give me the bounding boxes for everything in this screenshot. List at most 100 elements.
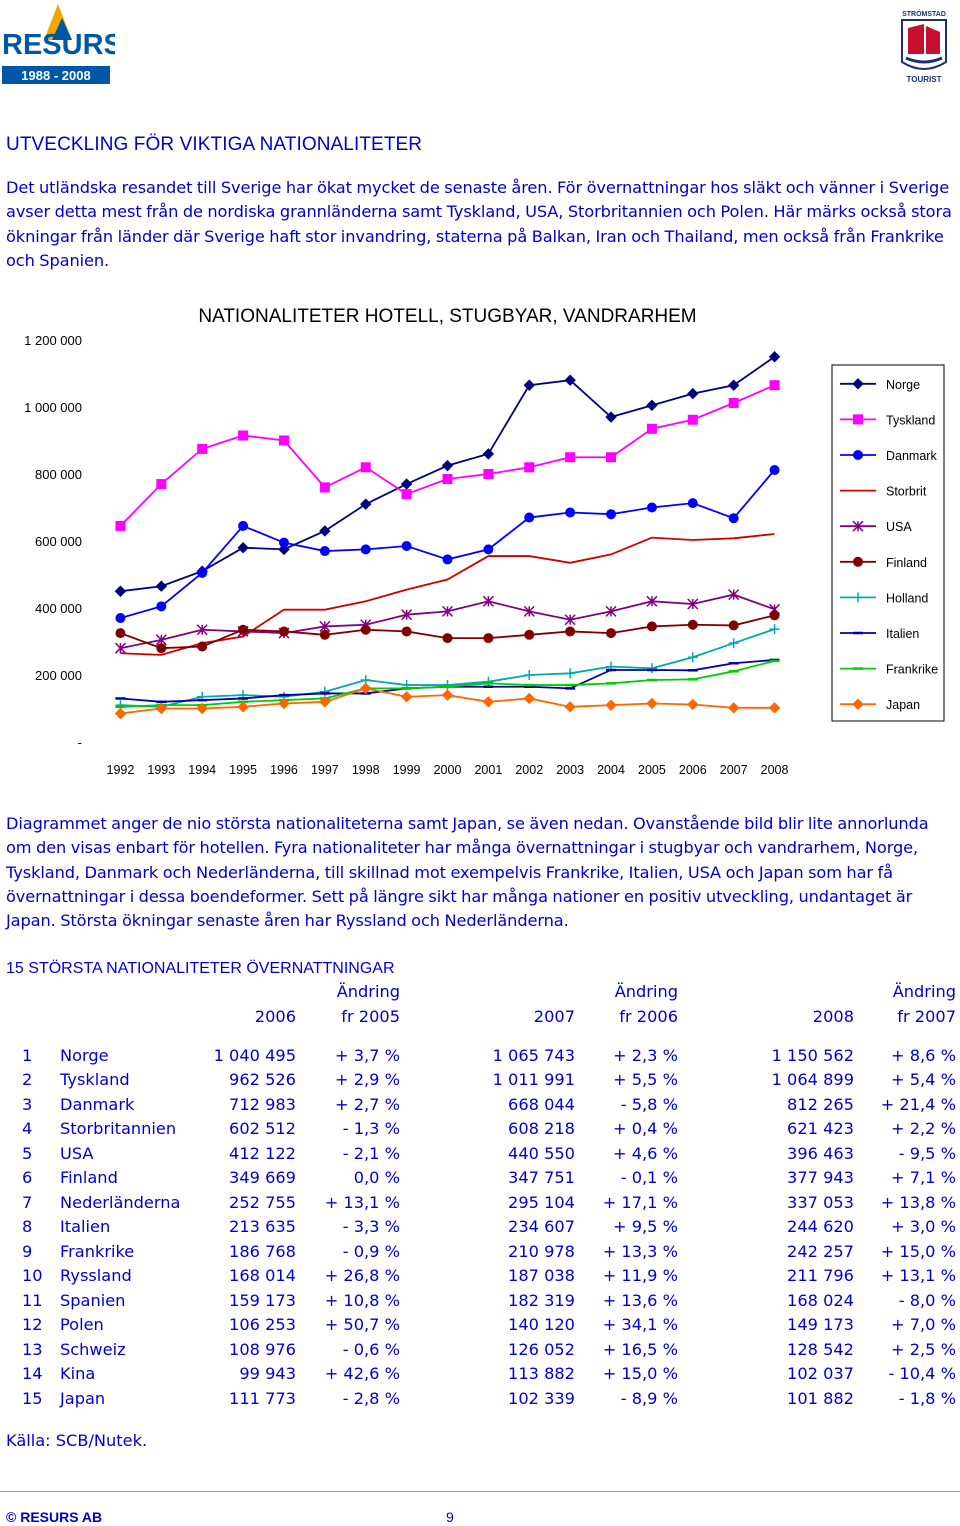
logo-word: RESURS (2, 29, 115, 61)
cell-value-2007: 234 607 (508, 1217, 575, 1236)
data-point (524, 670, 535, 680)
data-point (196, 702, 208, 715)
data-point (687, 387, 699, 400)
cell-value-2007: 608 218 (508, 1119, 575, 1138)
data-point (441, 605, 454, 617)
data-point (646, 697, 658, 710)
data-point (319, 482, 330, 493)
cell-rank: 12 (22, 1315, 43, 1334)
cell-change-2006: + 42,6 % (324, 1364, 400, 1383)
cell-change-2007: - 5,8 % (620, 1094, 678, 1114)
x-tick-label: 2000 (434, 763, 462, 777)
data-point (728, 589, 740, 601)
cell-change-2008: - 8,0 % (898, 1290, 956, 1310)
cell-change-2007: + 34,1 % (602, 1315, 678, 1334)
header-change-1: Ändring (336, 982, 400, 1001)
x-tick-label: 1999 (393, 763, 421, 777)
cell-value-2008: 101 882 (787, 1388, 854, 1408)
legend-label: Tyskland (886, 413, 935, 427)
data-point (442, 474, 453, 485)
data-point (238, 624, 249, 635)
legend-label: Norge (886, 378, 920, 392)
cell-rank: 8 (22, 1217, 33, 1236)
legend-label: Finland (886, 556, 927, 570)
x-tick-label: 1992 (107, 763, 135, 777)
cell-value-2006: 168 014 (229, 1266, 296, 1285)
cell-value-2008: 377 943 (787, 1168, 854, 1187)
cell-change-2007: + 15,0 % (602, 1364, 678, 1383)
data-point (319, 696, 331, 708)
x-tick-label: 1996 (270, 763, 298, 777)
x-tick-label: 2007 (720, 763, 748, 777)
resurs-logo: RESURS 1988 - 2008 (0, 0, 123, 90)
cell-value-2007: 182 319 (508, 1290, 575, 1310)
table-title: 15 STÖRSTA NATIONALITETER ÖVERNATTNINGAR (6, 960, 395, 977)
cell-value-2006: 1 040 495 (213, 1045, 296, 1065)
table-header-years: 2006 fr 2005 2007 fr 2006 2008 fr 2007 (0, 1007, 960, 1032)
table-row: 8 Italien 213 635 - 3,3 % 234 607 + 9,5 % 244 … (0, 1217, 960, 1242)
logo-years: 1988 - 2008 (21, 68, 90, 83)
cell-change-2006: + 13,1 % (324, 1192, 400, 1212)
header-2008: 2008 (812, 1006, 854, 1026)
data-point (606, 452, 617, 463)
cell-country: Spanien (60, 1290, 126, 1310)
cell-value-2007: 126 052 (508, 1339, 575, 1359)
data-point (483, 544, 494, 555)
legend-label: Danmark (886, 449, 937, 463)
data-point (768, 702, 781, 714)
cell-value-2006: 349 669 (229, 1168, 296, 1187)
cell-value-2007: 140 120 (508, 1315, 575, 1334)
data-point (687, 598, 699, 610)
data-point (401, 541, 412, 552)
cell-country: Frankrike (60, 1241, 135, 1261)
table-row: 13 Schweiz 108 976 - 0,6 % 126 052 + 16,5 % 12… (0, 1340, 960, 1365)
cell-change-2007: - 0,1 % (620, 1168, 678, 1187)
data-point (114, 642, 126, 654)
data-point (852, 378, 864, 390)
cell-value-2006: 213 635 (229, 1217, 296, 1236)
data-point (441, 689, 454, 701)
data-point (853, 450, 863, 460)
cell-change-2008: + 2,2 % (891, 1119, 956, 1138)
data-point (197, 641, 208, 652)
cell-value-2008: 1 064 899 (771, 1070, 854, 1089)
cell-country: Storbritannien (60, 1119, 177, 1138)
cell-country: Polen (60, 1315, 104, 1334)
cell-country: Italien (60, 1217, 111, 1236)
data-point (853, 592, 863, 603)
data-point (483, 469, 494, 479)
header-fr2006: fr 2006 (619, 1006, 678, 1026)
data-point (769, 380, 780, 391)
data-point (156, 643, 167, 654)
cell-change-2008: + 13,8 % (880, 1192, 956, 1212)
cell-value-2008: 102 037 (787, 1364, 854, 1383)
cell-country: Schweiz (60, 1339, 126, 1359)
x-tick-label: 2004 (597, 763, 625, 777)
cell-value-2006: 159 173 (229, 1290, 296, 1310)
table-row: 3 Danmark 712 983 + 2,7 % 668 044 - 5,8 % 812 … (0, 1095, 960, 1120)
cell-rank: 6 (22, 1168, 33, 1187)
table-row: 11 Spanien 159 173 + 10,8 % 182 319 + 13,6 % 1… (0, 1291, 960, 1316)
data-point (646, 502, 657, 513)
cell-change-2006: + 26,8 % (324, 1266, 400, 1285)
table-body: 1 Norge 1 040 495 + 3,7 % 1 065 743 + 2,3 % 1 … (0, 1046, 960, 1414)
data-point (564, 701, 576, 713)
cell-country: Nederländerna (60, 1192, 181, 1212)
data-point (278, 697, 290, 710)
cell-change-2008: + 15,0 % (880, 1241, 956, 1261)
data-point (401, 626, 412, 637)
table-row: 9 Frankrike 186 768 - 0,9 % 210 978 + 13,3 % 2… (0, 1242, 960, 1267)
cell-change-2008: + 5,4 % (891, 1070, 956, 1089)
table-row: 4 Storbritannien 602 512 - 1,3 % 608 218 + 0,… (0, 1119, 960, 1144)
cell-change-2007: + 17,1 % (602, 1192, 678, 1212)
x-tick-label: 2003 (556, 763, 584, 777)
cell-change-2007: + 16,5 % (602, 1339, 678, 1359)
cell-rank: 13 (22, 1339, 43, 1359)
data-point (524, 512, 535, 523)
cell-country: Tyskland (60, 1070, 130, 1089)
cell-change-2006: 0,0 % (353, 1168, 400, 1187)
data-point (523, 379, 535, 391)
x-tick-label: 2008 (761, 763, 789, 777)
data-point (319, 686, 330, 697)
cell-change-2008: + 2,5 % (891, 1339, 956, 1359)
